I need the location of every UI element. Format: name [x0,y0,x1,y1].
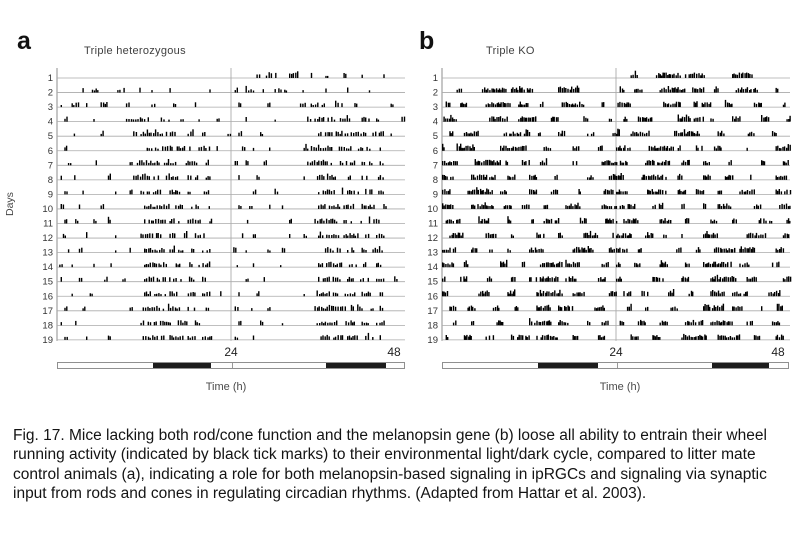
day-label: 9 [433,189,438,200]
day-label: 7 [433,160,438,171]
day-label: 18 [427,320,438,331]
day-label: 3 [48,102,53,113]
panel-a-letter: a [17,27,31,55]
day-label: 14 [42,262,53,273]
panel-b-tick-48: 48 [771,345,785,359]
day-label: 15 [42,277,53,288]
day-label: 12 [427,233,438,244]
day-label: 15 [427,277,438,288]
day-label: 16 [427,291,438,302]
day-label: 17 [42,306,53,317]
day-label: 8 [433,175,438,186]
day-label: 19 [427,335,438,346]
panel-a-tick-48: 48 [387,345,401,359]
panel-b-time-axis-label: Time (h) [599,381,641,393]
dark-phase-segment [711,363,770,368]
actogram-panel-a: 1 2 3 4 5 6 7 8 9 10 11 12 13 14 15 16 17 18 19 [37,62,409,346]
day-label: 9 [48,189,53,200]
day-label: 1 [433,73,438,84]
day-label: 13 [427,248,438,259]
light-dark-bar-a [57,362,405,369]
day-label: 18 [42,320,53,331]
day-label: 4 [48,117,53,128]
day-label: 6 [433,146,438,157]
day-label: 4 [433,117,438,128]
dark-phase-segment [326,363,387,368]
panel-a-title: Triple heterozygous [84,45,186,57]
day-label: 2 [433,88,438,99]
panel-b-letter: b [419,27,435,55]
day-label: 3 [433,102,438,113]
day-label: 12 [42,233,53,244]
day-label: 19 [42,335,53,346]
day-label: 17 [427,306,438,317]
day-label: 16 [42,291,53,302]
day-label: 2 [48,88,53,99]
day-label: 13 [42,248,53,259]
actogram-panel-b: 1 2 3 4 5 6 7 8 9 10 11 12 13 14 15 16 17 18 19 [422,62,794,346]
day-label: 11 [428,219,438,230]
day-label: 11 [43,219,53,230]
panel-b-tick-24: 24 [609,345,623,359]
y-axis-label: Days [4,192,16,216]
day-label: 5 [48,131,53,142]
bar-24h-tick [616,363,618,368]
dark-phase-segment [152,363,211,368]
panel-a-tick-24: 24 [224,345,238,359]
day-label: 7 [48,160,53,171]
figure-caption: Fig. 17. Mice lacking both rod/cone func… [13,427,767,503]
day-label: 14 [427,262,438,273]
light-dark-bar-b [442,362,789,369]
bar-24h-tick [232,363,233,368]
day-label: 5 [433,131,438,142]
day-label: 8 [48,175,53,186]
panel-a-time-axis-label: Time (h) [205,381,247,393]
day-label: 6 [48,146,53,157]
dark-phase-segment [538,363,598,368]
panel-b-title: Triple KO [486,45,535,57]
day-label: 10 [427,204,438,215]
day-label: 10 [42,204,53,215]
day-label: 1 [48,73,53,84]
